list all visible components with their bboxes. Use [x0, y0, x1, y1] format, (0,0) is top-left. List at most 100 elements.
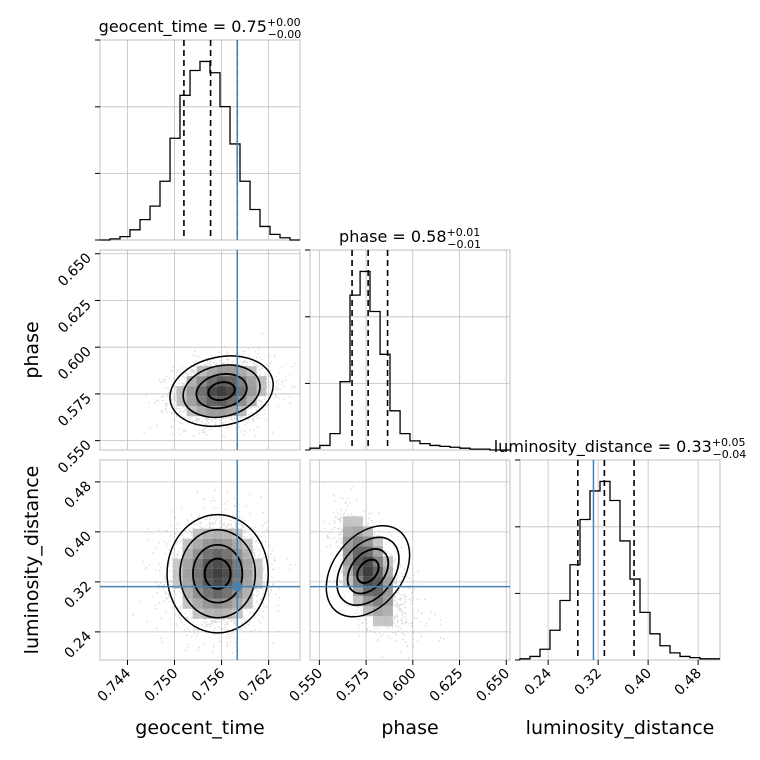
panel-contents: [310, 460, 510, 660]
density-cell: [222, 528, 233, 539]
panel-contents: [100, 460, 300, 660]
density-cell: [212, 578, 223, 589]
density-cell: [172, 568, 183, 579]
density-cell: [236, 386, 247, 397]
title-geocent_time: geocent_time = 0.75+0.00 −0.00: [99, 16, 302, 41]
density-cell: [196, 386, 207, 397]
density-cell: [242, 598, 253, 609]
density-cell: [382, 606, 393, 617]
density-cell: [212, 568, 223, 579]
density-cell: [186, 376, 197, 387]
density-cell: [196, 396, 207, 407]
density-cell: [192, 538, 203, 549]
density-cell: [226, 406, 237, 417]
histogram-step: [519, 480, 720, 660]
density-cell: [362, 566, 373, 577]
density-cell: [256, 386, 267, 397]
density-cell: [362, 606, 373, 617]
density-cell: [202, 598, 213, 609]
density-cell: [202, 588, 213, 599]
density-cell: [342, 556, 353, 567]
density-cell: [212, 548, 223, 559]
density-cell: [212, 588, 223, 599]
density-cell: [202, 528, 213, 539]
density-cell: [206, 386, 217, 397]
density-cell: [352, 576, 363, 587]
density-cell: [372, 536, 383, 547]
density-cell: [222, 548, 233, 559]
density-cell: [202, 548, 213, 559]
density-cell: [206, 406, 217, 417]
density-cell: [362, 536, 373, 547]
density-cell: [216, 396, 227, 407]
panel-frame: [99, 39, 301, 241]
y-tick-label-phase: 0.600: [55, 344, 95, 384]
density-cell: [182, 538, 193, 549]
density-cell: [382, 576, 393, 587]
density-cell: [372, 596, 383, 607]
x-tick-label-luminosity_distance: 0.48: [672, 666, 705, 699]
x-tick-label-phase: 0.575: [333, 666, 373, 706]
density-cell: [222, 588, 233, 599]
density-cell: [246, 386, 257, 397]
density-cell: [352, 556, 363, 567]
density-cell: [242, 588, 253, 599]
y-tick-label-phase: 0.625: [55, 297, 95, 337]
panel-frame: [519, 459, 721, 661]
y-axis-label-luminosity_distance: luminosity_distance: [21, 466, 43, 655]
density-cell: [206, 376, 217, 387]
density-cell: [252, 578, 263, 589]
x-tick-label-geocent_time: 0.750: [142, 666, 182, 706]
x-tick-label-phase: 0.600: [380, 666, 420, 706]
density-cell: [212, 528, 223, 539]
histogram-step: [100, 60, 300, 241]
density-panel-phase-luminosity_distance: [309, 459, 511, 661]
hist-panel-geocent_time: [95, 39, 301, 241]
density-cell: [216, 386, 227, 397]
density-cell: [372, 616, 383, 627]
contour-level-3: [169, 355, 274, 428]
density-cell: [256, 376, 267, 387]
density-cell: [212, 538, 223, 549]
contour-level-1: [195, 373, 248, 410]
density-cell: [216, 406, 227, 417]
density-cell: [362, 596, 373, 607]
density-cell: [192, 598, 203, 609]
y-tick-label-phase: 0.575: [55, 390, 95, 430]
density-cell: [382, 586, 393, 597]
density-cell: [362, 526, 373, 537]
density-cell: [192, 608, 203, 619]
histogram-step: [309, 270, 510, 451]
density-cell: [216, 366, 227, 377]
density-cell: [182, 568, 193, 579]
density-cell: [372, 546, 383, 557]
contour-level-2: [182, 364, 261, 419]
hist-panel-phase: [305, 249, 511, 451]
title-phase: phase = 0.58+0.01 −0.01: [339, 226, 481, 251]
x-tick-label-luminosity_distance: 0.32: [572, 666, 605, 699]
density-cell: [202, 538, 213, 549]
density-cell: [186, 396, 197, 407]
x-axis-label-geocent_time: geocent_time: [135, 717, 264, 739]
density-cell: [252, 558, 263, 569]
density-panel-geocent_time-luminosity_distance: [99, 459, 301, 661]
density-cell: [382, 566, 393, 577]
density-cell: [242, 578, 253, 589]
density-cell: [186, 386, 197, 397]
contour-level-2: [179, 528, 257, 619]
density-cell: [236, 376, 247, 387]
density-cell: [176, 386, 187, 397]
density-cell: [342, 526, 353, 537]
density-cell: [182, 548, 193, 559]
panel-frame: [99, 249, 301, 451]
density-panel-geocent_time-phase: [99, 249, 301, 451]
density-cell: [226, 386, 237, 397]
density-cell: [216, 376, 227, 387]
density-cell: [222, 598, 233, 609]
title-luminosity_distance: luminosity_distance = 0.33+0.05 −0.04: [494, 436, 747, 461]
density-cell: [372, 586, 383, 597]
panel-frame: [309, 249, 511, 451]
contour-level-1: [346, 548, 390, 595]
density-cell: [352, 536, 363, 547]
